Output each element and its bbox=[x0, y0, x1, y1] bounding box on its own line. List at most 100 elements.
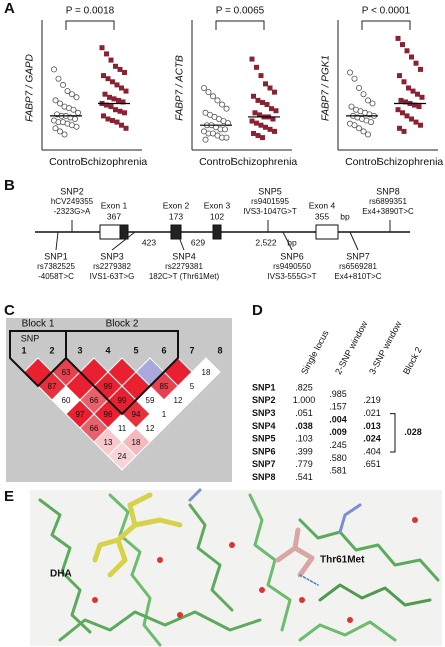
data-point bbox=[70, 106, 77, 113]
data-point bbox=[122, 110, 127, 116]
x-tick-label: Control bbox=[345, 156, 379, 168]
intron-size: 2,522 bbox=[255, 237, 277, 247]
table-value: .051 bbox=[295, 408, 313, 418]
data-point bbox=[395, 35, 401, 41]
data-point bbox=[267, 126, 273, 132]
table-value: .779 bbox=[295, 459, 313, 469]
table-value: .013 bbox=[363, 421, 381, 431]
table-value: .581 bbox=[329, 466, 347, 476]
data-point bbox=[60, 81, 67, 88]
x-tick-label: Schizophrenia bbox=[377, 156, 444, 168]
data-point bbox=[73, 123, 80, 130]
data-point bbox=[355, 125, 362, 132]
data-point bbox=[255, 97, 261, 103]
data-point bbox=[105, 76, 111, 82]
data-point bbox=[255, 133, 261, 139]
data-point bbox=[52, 125, 59, 132]
exon bbox=[315, 224, 339, 240]
panel-label: D bbox=[252, 302, 263, 319]
data-point bbox=[257, 112, 262, 118]
snp-change: -2323G>A bbox=[54, 207, 91, 216]
exon-name: Exon 3 bbox=[204, 200, 231, 210]
column-header: Block 2 bbox=[401, 345, 424, 376]
column-header: Single locus bbox=[299, 328, 331, 376]
data-point bbox=[418, 66, 423, 72]
ld-value: 13 bbox=[104, 438, 113, 447]
intron-size: 423 bbox=[142, 237, 156, 247]
ld-value: 87 bbox=[48, 382, 57, 391]
data-point bbox=[263, 124, 268, 130]
table-value: .103 bbox=[295, 434, 313, 444]
data-point bbox=[355, 85, 362, 92]
snp-name: SNP7 bbox=[346, 251, 370, 261]
table-value: .009 bbox=[329, 427, 347, 437]
data-point bbox=[364, 97, 371, 104]
data-point bbox=[61, 131, 68, 138]
data-point bbox=[108, 57, 114, 63]
data-point bbox=[351, 122, 358, 129]
table-value: .580 bbox=[329, 453, 347, 463]
snp-id: rs9401595 bbox=[251, 197, 289, 206]
data-point bbox=[398, 97, 404, 103]
ld-value: 11 bbox=[118, 424, 127, 433]
marker-label: 4 bbox=[105, 345, 110, 355]
data-point bbox=[254, 64, 259, 70]
exon-name: Exon 4 bbox=[309, 200, 336, 210]
data-point bbox=[205, 89, 212, 96]
ld-value: 18 bbox=[132, 438, 141, 447]
snp-id: rs2279382 bbox=[93, 262, 131, 271]
data-point bbox=[418, 122, 423, 128]
ld-value: 97 bbox=[76, 410, 85, 419]
rule bbox=[349, 231, 359, 251]
ld-value: 63 bbox=[62, 368, 71, 377]
data-point bbox=[269, 106, 274, 112]
marker-label: 2 bbox=[49, 345, 54, 355]
data-point bbox=[119, 85, 124, 91]
p-value: P = 0.0018 bbox=[66, 6, 115, 17]
structure-label: DHA bbox=[50, 569, 72, 580]
data-point bbox=[99, 45, 105, 51]
data-point bbox=[110, 118, 115, 124]
data-point bbox=[252, 110, 258, 116]
data-point bbox=[404, 113, 410, 119]
significance-bracket bbox=[361, 20, 411, 30]
data-point bbox=[221, 126, 228, 133]
data-point bbox=[251, 93, 256, 99]
structure-label: Thr61Met bbox=[320, 555, 365, 566]
rule bbox=[111, 231, 136, 251]
snp-change: Ex4+3890T>C bbox=[362, 207, 414, 216]
table-value: .219 bbox=[363, 395, 381, 405]
data-point bbox=[360, 91, 367, 98]
panel-label: E bbox=[4, 488, 14, 505]
data-point bbox=[122, 70, 127, 75]
data-point bbox=[400, 42, 405, 48]
rule bbox=[176, 231, 185, 251]
snp-name: SNP2 bbox=[60, 186, 84, 196]
data-point bbox=[123, 125, 129, 131]
data-point bbox=[400, 110, 405, 116]
data-point bbox=[104, 102, 109, 108]
rule bbox=[55, 231, 59, 251]
data-point bbox=[260, 99, 265, 105]
data-point bbox=[113, 107, 118, 113]
data-point bbox=[223, 105, 230, 112]
snp-id: rs6899351 bbox=[369, 197, 407, 206]
table-value: .004 bbox=[329, 414, 347, 424]
ld-value: 18 bbox=[202, 368, 211, 377]
data-point bbox=[258, 122, 264, 128]
data-point bbox=[254, 120, 259, 126]
ld-value: 24 bbox=[118, 452, 127, 461]
table-value: .028 bbox=[404, 427, 422, 437]
data-point bbox=[267, 85, 273, 91]
data-point bbox=[249, 118, 255, 124]
ld-value: 12 bbox=[146, 424, 155, 433]
unit: bp bbox=[340, 211, 350, 221]
data-point bbox=[64, 88, 71, 95]
data-point bbox=[251, 130, 256, 136]
ld-value: 85 bbox=[160, 382, 169, 391]
exon-size: 367 bbox=[107, 211, 121, 221]
data-point bbox=[264, 102, 270, 108]
significance-bracket bbox=[215, 20, 265, 30]
data-point bbox=[123, 88, 129, 94]
data-point bbox=[413, 60, 419, 66]
